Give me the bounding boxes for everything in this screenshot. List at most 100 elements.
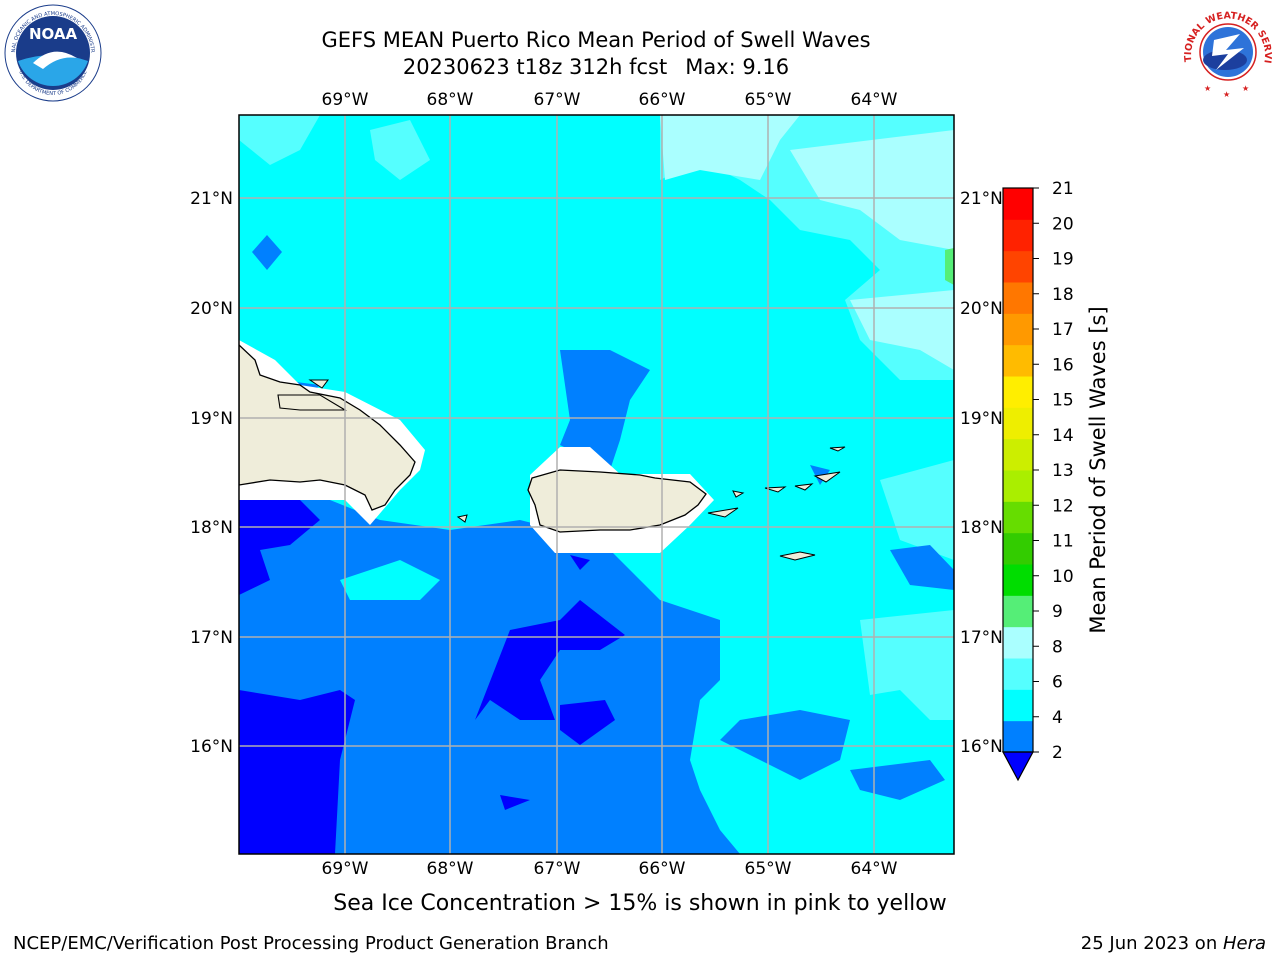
footer-credit: NCEP/EMC/Verification Post Processing Pr… xyxy=(13,933,609,954)
land-hispaniola xyxy=(239,344,416,511)
footer-date-text: 25 Jun 2023 on xyxy=(1080,933,1223,954)
lon-label: 66°W xyxy=(639,90,686,110)
colorbar-segment xyxy=(1003,720,1033,753)
colorbar-segment xyxy=(1003,282,1033,314)
nws-logo-icon: NATIONAL WEATHER SERVICE ★ ★ ★ xyxy=(1174,0,1275,99)
lat-label: 18°N xyxy=(960,518,1003,538)
contour-2-4-central xyxy=(475,600,625,720)
colorbar: 2 4 6 8 9 10 11 12 13 14 15 16 17 18 19 20 21 Mean Perio… xyxy=(1001,179,1110,782)
colorbar-segment xyxy=(1003,532,1033,565)
contour-4-6-patch-nw xyxy=(252,235,282,270)
colorbar-tick-label: 9 xyxy=(1052,602,1063,622)
colorbar-segment xyxy=(1003,658,1033,690)
sea-ice-note: Sea Ice Concentration > 15% is shown in … xyxy=(333,891,947,916)
lon-label: 66°W xyxy=(639,859,686,879)
lon-labels-bottom: 69°W 68°W 67°W 66°W 65°W 64°W xyxy=(322,859,898,879)
lon-label: 69°W xyxy=(322,859,369,879)
lat-label: 17°N xyxy=(960,628,1003,648)
colorbar-tick-label: 17 xyxy=(1052,320,1074,340)
colorbar-segment xyxy=(1003,595,1033,628)
lat-label: 18°N xyxy=(190,518,233,538)
noaa-logo: NOAA NATIONAL OCEANIC AND ATMOSPHERIC AD… xyxy=(0,0,103,103)
svg-text:★: ★ xyxy=(1223,90,1230,99)
contour-2-4-southwest xyxy=(239,690,355,854)
lat-label: 21°N xyxy=(190,189,233,209)
island-st-croix xyxy=(779,551,816,561)
lat-label: 19°N xyxy=(190,409,233,429)
colorbar-segment xyxy=(1003,313,1033,346)
island-vieques xyxy=(707,507,739,518)
colorbar-segment xyxy=(1003,564,1033,596)
island-mona xyxy=(456,514,468,523)
colorbar-segment xyxy=(1003,501,1033,534)
colorbar-tick-label: 12 xyxy=(1052,496,1074,516)
colorbar-segments xyxy=(1003,188,1033,753)
noaa-logo-icon: NOAA NATIONAL OCEANIC AND ATMOSPHERIC AD… xyxy=(0,0,102,102)
land-hispaniola-coast xyxy=(277,394,347,411)
lat-label: 21°N xyxy=(960,189,1003,209)
svg-text:NOAA: NOAA xyxy=(29,25,78,43)
contour-2-4-west xyxy=(239,500,320,595)
colorbar-segment xyxy=(1003,626,1033,659)
colorbar-label: Mean Period of Swell Waves [s] xyxy=(1086,306,1110,633)
contour-9-10-northeast xyxy=(790,130,954,250)
island-tortola xyxy=(813,471,841,483)
colorbar-tick-label: 15 xyxy=(1052,391,1074,411)
lat-label: 16°N xyxy=(960,737,1003,757)
lon-label: 68°W xyxy=(427,859,474,879)
colorbar-ticks: 2 4 6 8 9 10 11 12 13 14 15 16 17 18 19 20 21 xyxy=(1033,179,1074,763)
lon-label: 69°W xyxy=(322,90,369,110)
lat-labels-right: 21°N 20°N 19°N 18°N 17°N 16°N xyxy=(960,189,1003,757)
contour-2-4-small xyxy=(500,795,530,810)
chart-title: GEFS MEAN Puerto Rico Mean Period of Swe… xyxy=(321,28,871,52)
lon-label: 64°W xyxy=(851,90,898,110)
contour-8-9-northwest xyxy=(239,115,320,165)
colorbar-tick-label: 13 xyxy=(1052,461,1074,481)
island-st-thomas xyxy=(764,486,787,493)
colorbar-segment xyxy=(1003,438,1033,471)
lon-label: 64°W xyxy=(851,859,898,879)
svg-text:★: ★ xyxy=(1242,84,1249,93)
colorbar-segment xyxy=(1003,344,1033,377)
colorbar-segment xyxy=(1003,470,1033,502)
island-st-john xyxy=(794,483,814,491)
lat-label: 16°N xyxy=(190,737,233,757)
chart-subtitle: 20230623 t18z 312h fcst Max: 9.16 xyxy=(403,57,789,78)
lat-label: 20°N xyxy=(190,299,233,319)
contour-4-6-southeast xyxy=(720,710,850,780)
colorbar-segment xyxy=(1003,188,1033,220)
colorbar-tick-label: 10 xyxy=(1052,567,1074,587)
lon-label: 68°W xyxy=(427,90,474,110)
colorbar-tick-label: 14 xyxy=(1052,426,1074,446)
lon-label: 67°W xyxy=(534,90,581,110)
forecast-date: 20230623 t18z 312h fcst xyxy=(402,55,668,79)
colorbar-under-triangle xyxy=(1001,751,1035,782)
colorbar-segment xyxy=(1003,407,1033,440)
colorbar-tick-label: 16 xyxy=(1052,355,1074,375)
land-hispaniola-islet xyxy=(308,379,329,389)
swell-period-contours xyxy=(239,115,954,854)
colorbar-tick-label: 8 xyxy=(1052,637,1063,657)
colorbar-tick-label: 2 xyxy=(1052,743,1063,763)
lon-label: 67°W xyxy=(534,859,581,879)
contour-2-4-patch xyxy=(560,700,615,745)
lon-labels-top: 69°W 68°W 67°W 66°W 65°W 64°W xyxy=(322,90,898,110)
map-frame xyxy=(238,114,955,855)
colorbar-tick-label: 21 xyxy=(1052,179,1074,199)
colorbar-segment xyxy=(1003,250,1033,283)
footer-date: 25 Jun 2023 on Hera xyxy=(1081,933,1266,954)
footer-host: Hera xyxy=(1222,933,1266,954)
contour-4-6-mona-north xyxy=(560,350,650,470)
lon-label: 65°W xyxy=(745,90,792,110)
contour-9-10-east xyxy=(850,290,954,370)
colorbar-tick-label: 4 xyxy=(1052,708,1063,728)
contour-4-6-patch-e xyxy=(890,545,954,590)
contour-10-11-edge xyxy=(945,248,954,285)
contour-8-9-east xyxy=(880,460,954,560)
colorbar-segment xyxy=(1003,376,1033,408)
island-culebra xyxy=(732,490,745,498)
colorbar-tick-label: 20 xyxy=(1052,214,1074,234)
colorbar-tick-label: 11 xyxy=(1052,532,1074,552)
svg-text:★: ★ xyxy=(1204,84,1211,93)
